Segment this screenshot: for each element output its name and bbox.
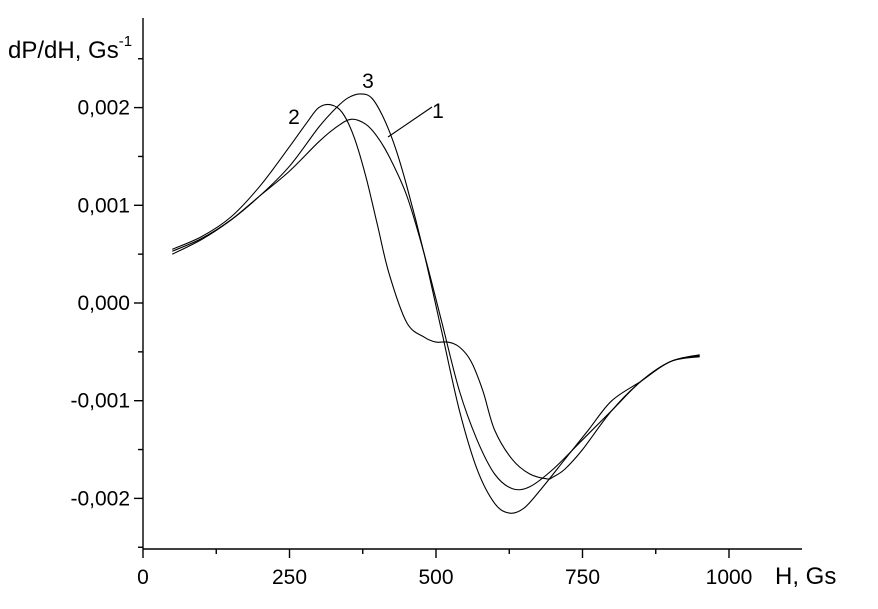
x-tick-label: 1000	[706, 566, 753, 589]
y-axis-title: dP/dH, Gs-1	[8, 33, 132, 64]
y-tick-label: -0,002	[70, 487, 130, 510]
x-tick-label: 250	[272, 566, 307, 589]
axes	[142, 18, 802, 550]
ticks: 0 250 500 750 1000 0,002 0,001 0,000 -0,001 -0,00…	[70, 58, 753, 589]
x-tick-label: 0	[137, 566, 149, 589]
y-tick-label: 0,000	[77, 292, 130, 315]
x-axis-title: H, Gs	[775, 563, 836, 590]
y-tick-label: 0,001	[77, 194, 130, 217]
curve-labels: 1 2 3	[288, 70, 444, 138]
x-tick-label: 500	[418, 566, 453, 589]
y-axis-title-sup: -1	[119, 33, 132, 50]
curves	[172, 93, 700, 514]
series-3-label: 3	[362, 70, 374, 93]
x-tick-label: 750	[565, 566, 600, 589]
series-1-label: 1	[432, 100, 444, 123]
y-axis-title-main: dP/dH, Gs	[8, 37, 119, 64]
y-tick-label: -0,001	[70, 390, 130, 413]
series-2-line	[172, 103, 700, 480]
y-tick-label: 0,002	[77, 97, 130, 120]
series-3-line	[172, 93, 700, 514]
series-2-label: 2	[288, 106, 300, 129]
series-1-leader-line	[387, 106, 433, 138]
